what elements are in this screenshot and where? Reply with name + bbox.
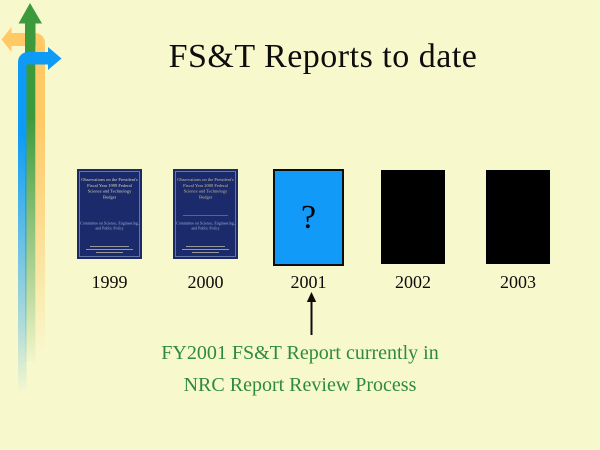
- report-placeholder-2002: [381, 170, 445, 264]
- cover-title-text: Observations on the President's Fiscal Y…: [81, 177, 138, 200]
- pointer-arrow-icon: [306, 292, 317, 335]
- cover-committee-text: Committee on Science, Engineering, and P…: [176, 221, 235, 231]
- year-label-1999: 1999: [91, 272, 128, 292]
- three-arrows-logo: [1, 3, 62, 398]
- caption: FY2001 FS&T Report currently in NRC Repo…: [0, 341, 600, 397]
- report-column-2002: 2002: [381, 169, 445, 301]
- year-label-2003: 2003: [500, 272, 536, 292]
- year-label-2001: 2001: [290, 272, 327, 292]
- report-placeholder-2001: ?: [273, 169, 344, 266]
- cover-title-text: Observations on the President's Fiscal Y…: [177, 177, 234, 200]
- cover-footer-lines: [173, 246, 238, 253]
- caption-line2: NRC Report Review Process: [183, 374, 417, 396]
- report-cover-1999: Observations on the President's Fiscal Y…: [77, 169, 142, 259]
- up-arrow-icon: [18, 3, 42, 362]
- right-arrow-icon: [18, 47, 62, 398]
- caption-line1: FY2001 FS&T Report currently in: [161, 342, 439, 364]
- year-label-2002: 2002: [395, 272, 431, 292]
- report-column-2001: ? 2001: [273, 169, 344, 301]
- cover-divider: [182, 215, 229, 216]
- cover-footer-lines: [77, 246, 142, 253]
- report-cover-2000: Observations on the President's Fiscal Y…: [173, 169, 238, 259]
- report-column-2000: Observations on the President's Fiscal Y…: [173, 169, 238, 301]
- slide-title: FS&T Reports to date: [168, 38, 478, 75]
- report-column-2003: 2003: [486, 169, 550, 301]
- cover-committee-text: Committee on Science, Engineering, and P…: [80, 221, 139, 231]
- report-column-1999: Observations on the President's Fiscal Y…: [77, 169, 142, 301]
- report-placeholder-2003: [486, 170, 550, 264]
- year-label-2000: 2000: [187, 272, 224, 292]
- question-mark: ?: [300, 198, 317, 236]
